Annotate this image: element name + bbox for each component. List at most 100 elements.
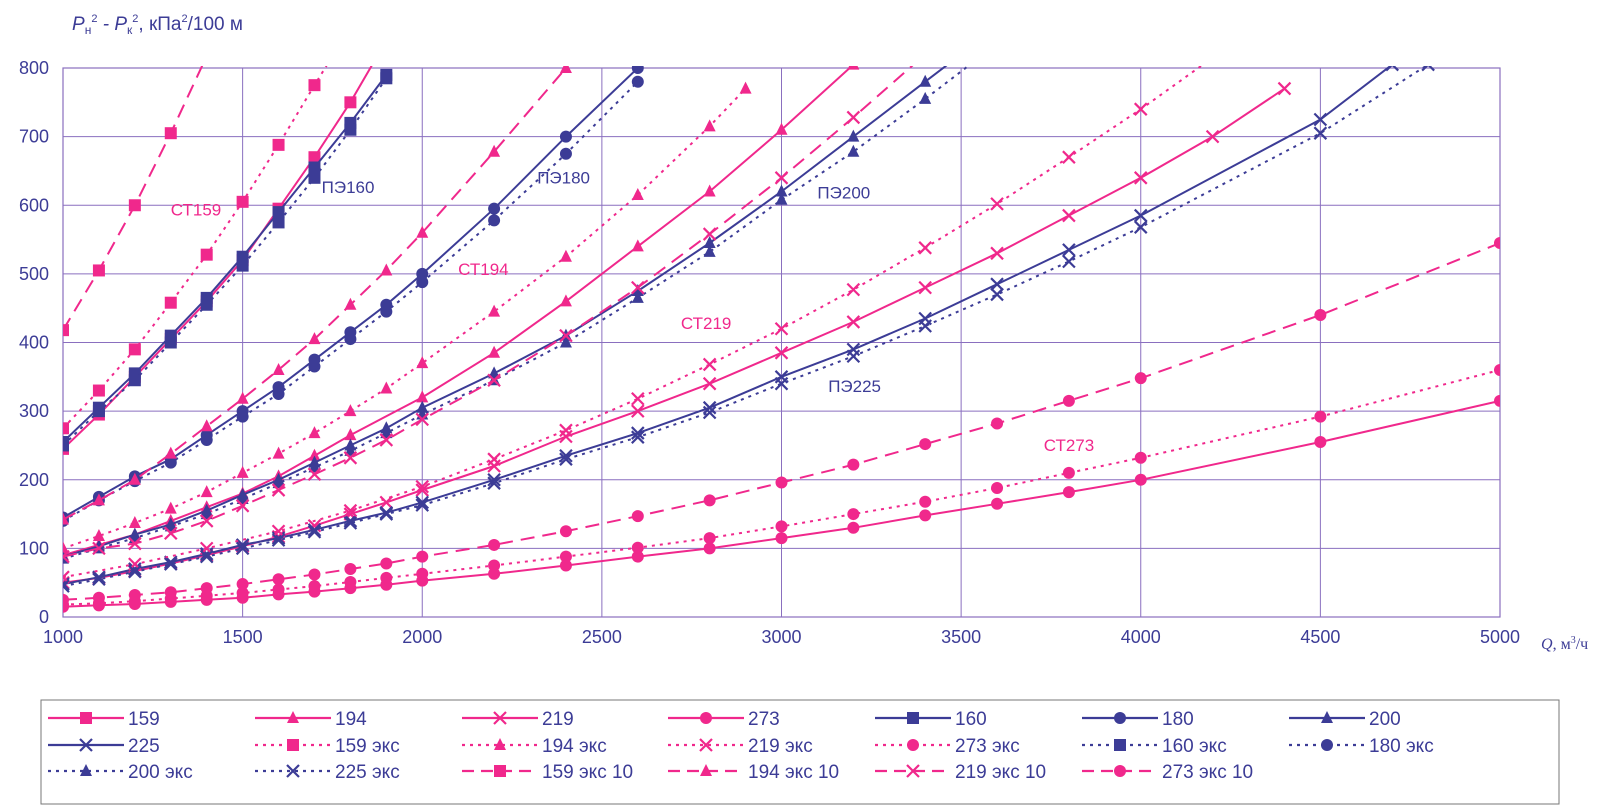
annotation-label: ПЭ200 — [817, 183, 870, 202]
point-marker — [702, 405, 717, 420]
point-marker — [1314, 309, 1327, 322]
point-marker — [92, 591, 105, 604]
point-marker — [559, 452, 573, 466]
point-marker — [1277, 81, 1292, 96]
legend-item: 273 экс 10 — [1082, 762, 1253, 783]
x-tick-label: 4500 — [1300, 627, 1340, 647]
legend-label: 180 экс — [1369, 736, 1434, 757]
annotation-label: ПЭ225 — [828, 377, 881, 396]
point-marker — [1494, 363, 1500, 376]
point-marker — [631, 280, 645, 295]
point-marker — [416, 225, 429, 238]
point-marker — [63, 593, 69, 606]
point-marker — [308, 79, 321, 92]
point-marker — [847, 521, 860, 534]
y-tick-label: 700 — [19, 127, 49, 147]
tick-labels: 1000 1500 2000 2500 3000 3500 4000 4500 5000 0 100… — [19, 58, 1520, 647]
point-marker — [487, 452, 501, 466]
point-marker — [990, 246, 1004, 261]
point-marker — [847, 66, 860, 70]
point-marker — [847, 508, 860, 521]
legend-label: 180 — [1162, 709, 1194, 730]
point-marker — [775, 520, 788, 533]
point-marker — [774, 376, 789, 391]
point-marker — [990, 277, 1004, 291]
legend-label: 194 экс 10 — [748, 762, 839, 783]
point-marker — [343, 516, 358, 530]
point-marker — [344, 116, 357, 129]
point-marker — [163, 557, 178, 571]
point-marker — [344, 443, 357, 456]
point-marker — [487, 476, 501, 490]
point-marker — [379, 433, 394, 447]
point-marker — [488, 144, 501, 157]
legend-item: 180 экс — [1289, 736, 1434, 757]
point-marker — [236, 465, 249, 478]
legend-item: 225 экс — [255, 762, 400, 783]
point-marker — [164, 501, 177, 514]
point-marker — [416, 356, 429, 369]
point-marker — [235, 538, 250, 552]
point-marker — [92, 264, 105, 277]
point-marker — [307, 467, 322, 482]
point-marker — [559, 130, 572, 143]
point-marker — [344, 333, 357, 346]
legend-label: 159 экс — [335, 736, 400, 757]
y-axis-title: Pн2 - Pк2, кПа2/100 м — [72, 13, 243, 37]
annotation-label: СТ194 — [458, 260, 508, 279]
point-marker — [272, 387, 285, 400]
point-marker — [1321, 739, 1333, 751]
point-marker — [487, 472, 501, 487]
point-marker — [308, 568, 321, 581]
point-marker — [415, 412, 430, 427]
point-marker — [775, 476, 788, 489]
y-tick-label: 500 — [19, 264, 49, 284]
point-marker — [703, 244, 716, 257]
point-marker — [416, 550, 429, 563]
point-marker — [1314, 436, 1327, 449]
point-marker — [559, 249, 572, 262]
point-marker — [128, 199, 141, 212]
point-marker — [488, 538, 501, 551]
series-line — [63, 67, 639, 519]
point-marker — [775, 184, 788, 197]
point-marker — [1062, 243, 1076, 257]
point-marker — [846, 315, 861, 329]
point-marker — [286, 764, 300, 778]
point-marker — [416, 390, 429, 403]
point-marker — [918, 241, 932, 255]
series-160-экс — [63, 72, 393, 452]
legend-item: 219 экс — [668, 736, 813, 757]
point-marker — [63, 541, 69, 554]
point-marker — [164, 446, 177, 459]
point-marker — [559, 294, 572, 307]
y-tick-label: 0 — [39, 607, 49, 627]
point-marker — [200, 298, 213, 311]
legend: 159 194 219 273 160 180 200 225 159 экс 194 экс 21… — [40, 699, 1560, 805]
point-marker — [380, 571, 393, 584]
point-marker — [308, 161, 321, 174]
point-marker — [380, 305, 393, 318]
point-marker — [846, 349, 861, 364]
point-marker — [1062, 394, 1075, 407]
point-marker — [700, 712, 712, 724]
plot-area: 1000 1500 2000 2500 3000 3500 4000 4500 5000 0 100… — [19, 58, 1520, 647]
annotation-label: СТ219 — [681, 314, 731, 333]
point-marker — [236, 491, 249, 504]
point-marker — [344, 96, 357, 109]
legend-item: 219 экс 10 — [875, 762, 1046, 783]
point-marker — [906, 764, 920, 778]
point-marker — [919, 91, 932, 104]
point-marker — [631, 391, 645, 406]
point-marker — [200, 485, 213, 498]
point-marker — [128, 562, 142, 576]
point-marker — [92, 384, 105, 397]
point-marker — [1114, 765, 1126, 777]
point-marker — [918, 280, 932, 295]
point-marker — [200, 433, 213, 446]
point-marker — [380, 426, 393, 439]
point-marker — [559, 335, 572, 348]
point-marker — [702, 376, 717, 391]
series-159-экс-10 — [63, 66, 204, 337]
